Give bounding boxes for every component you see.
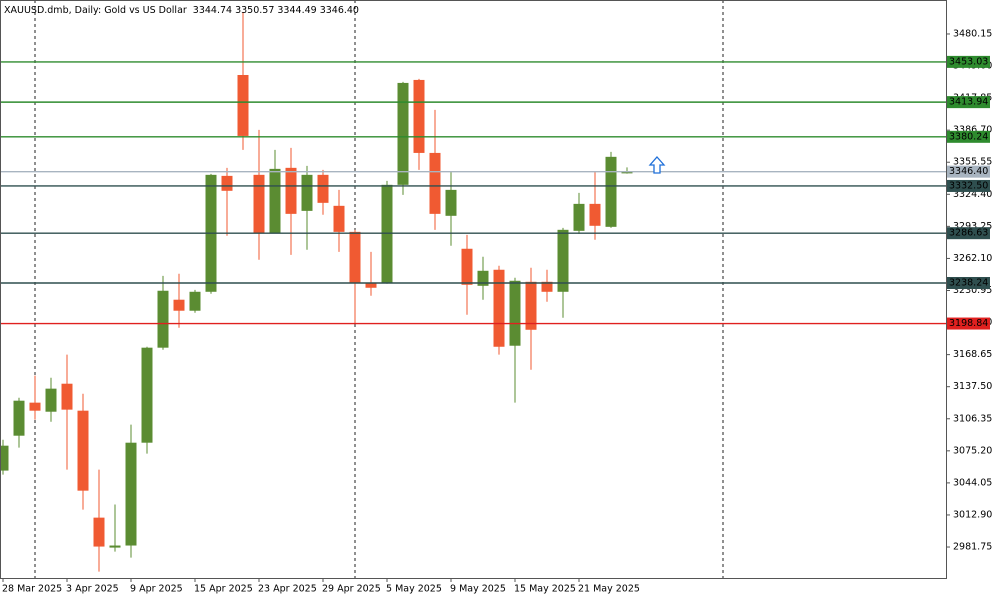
candle-body [445,189,457,216]
x-tick-label: 29 Apr 2025 [322,584,381,595]
last-high: 3350.57 [235,5,274,16]
candle-body [317,174,329,203]
price-label-box [947,130,990,143]
candle-body [237,74,249,136]
candle-body [0,445,9,471]
last-close: 3346.40 [320,5,359,16]
price-label: 3453.03 [949,56,988,67]
candle-body [477,270,489,286]
y-tick-label: 3324.40 [953,189,992,200]
candle-body [77,410,89,491]
candle-body [301,174,313,211]
price-label: 3198.84 [949,318,988,329]
y-tick-label: 3230.95 [953,285,992,296]
candle-body [621,171,633,174]
candle-body [493,269,505,347]
symbol-title: XAUUSD.dmb, Daily: Gold vs US Dollar [4,5,187,16]
y-tick-label: 3355.55 [953,157,992,168]
candle-body [157,290,169,348]
candle-body [189,291,201,311]
candle-body [365,282,377,288]
candle-body [413,79,425,153]
x-tick-label: 23 Apr 2025 [258,584,317,595]
candle-body [573,203,585,231]
price-label-box [947,317,990,330]
candle-body [397,82,409,185]
chart-frame [0,0,947,579]
candle-body [13,400,25,436]
x-tick-label: 28 Mar 2025 [2,584,62,595]
price-label: 3238.24 [949,277,988,288]
x-tick-label: 5 May 2025 [386,584,442,595]
y-tick-label: 3262.10 [953,253,992,264]
plot-area [0,11,946,572]
price-label: 3286.63 [949,228,988,239]
candle-body [541,281,553,292]
y-tick-label: 3137.50 [953,381,992,392]
price-label-box [947,55,990,68]
price-label-box [947,96,990,109]
y-tick-label: 3168.65 [953,349,992,360]
y-tick-label: 3386.70 [953,125,992,136]
candle-body [333,205,345,232]
x-tick-label: 15 May 2025 [514,584,576,595]
price-label-box [947,179,990,192]
last-open: 3344.74 [193,5,232,16]
candle-body [109,545,121,548]
x-tick-label: 21 May 2025 [578,584,640,595]
price-label-box [947,165,990,178]
candle-body [29,402,41,411]
candle-body [509,280,521,346]
candle-body [125,442,137,546]
buy-arrow-icon [648,156,666,174]
price-label: 3346.40 [949,166,988,177]
price-label-box [947,227,990,240]
price-label: 3413.94 [949,97,988,108]
candle-body [429,152,441,214]
candle-body [45,388,57,412]
candle-body [525,281,537,330]
candle-body [589,203,601,226]
y-tick-label: 2981.75 [953,542,992,553]
candle-body [285,167,297,214]
x-tick-label: 9 Apr 2025 [130,584,183,595]
x-tick-label: 9 May 2025 [450,584,506,595]
y-tick-label: 3044.05 [953,477,992,488]
candle-body [269,168,281,233]
y-tick-label: 3012.90 [953,509,992,520]
last-low: 3344.49 [277,5,316,16]
price-label: 3380.24 [949,131,988,142]
x-tick-label: 3 Apr 2025 [66,584,119,595]
candle-body [461,248,473,285]
candle-body [349,231,361,283]
x-tick-label: 15 Apr 2025 [194,584,253,595]
candle-body [61,383,73,410]
price-label-box [947,276,990,289]
y-tick-label: 3106.35 [953,413,992,424]
y-tick-label: 3293.25 [953,221,992,232]
candle-body [221,175,233,191]
candle-body [93,517,105,547]
chart-title: XAUUSD.dmb, Daily: Gold vs US Dollar 3344… [4,5,359,16]
candle-body [605,156,617,227]
candle-body [557,229,569,292]
y-tick-label: 3480.15 [953,28,992,39]
candle-body [253,174,265,233]
y-tick-label: 3075.20 [953,445,992,456]
price-label: 3332.50 [949,180,988,191]
candle-body [173,299,185,311]
candle-body [141,347,153,443]
